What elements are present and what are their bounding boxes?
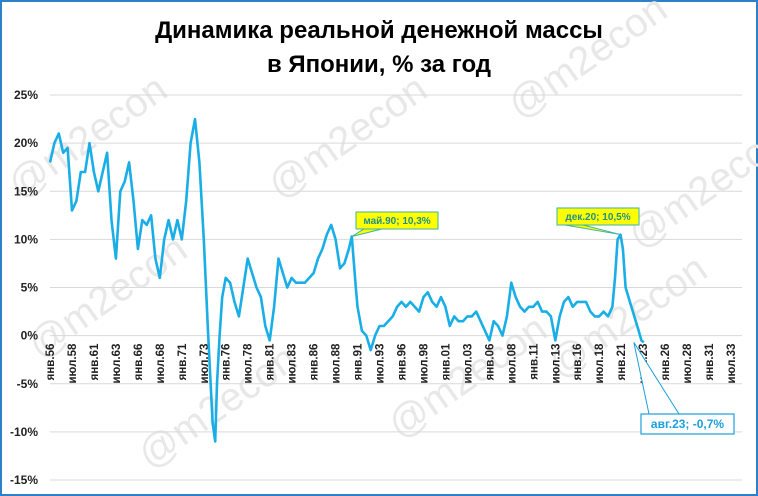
x-tick-label: янв.96 [396,344,408,381]
x-tick-label: янв.16 [572,344,584,381]
x-tick-label: июл.03 [462,344,474,384]
y-tick-label: 15% [14,184,38,198]
x-tick-label: июл.18 [594,343,606,384]
x-tick-label: июл.08 [506,343,518,384]
y-tick-label: -10% [10,425,38,439]
x-tick-label: янв.26 [660,344,672,381]
x-tick-label: янв.61 [89,343,101,380]
annotation-pointer [564,224,621,236]
y-tick-label: 25% [14,88,38,102]
annotation-box [355,211,439,230]
x-tick-label: янв.66 [133,344,145,381]
y-tick-label: 0% [21,329,39,343]
x-tick-label: янв.01 [440,343,452,380]
x-tick-label: июл.93 [375,344,387,384]
annotation-label: дек.20; 10,5% [565,212,630,223]
series-line [48,117,645,443]
x-tick-label: янв.71 [177,343,189,380]
y-tick-label: -15% [10,473,38,487]
annotation-label: май.90; 10,3% [363,216,430,227]
x-tick-label: янв.81 [265,343,277,380]
watermark: @m2econ [500,0,675,127]
x-tick-label: янв.91 [353,343,365,380]
x-tick-label: июл.13 [550,344,562,384]
annotation-label: авг.23; -0,7% [651,417,725,431]
x-tick-label: янв.31 [704,343,716,380]
x-tick-label: июл.88 [331,343,343,384]
y-tick-label: 20% [14,136,38,150]
y-tick-label: 5% [21,281,39,295]
x-tick-label: июл.33 [726,344,738,384]
watermark: @m2econ [620,116,758,257]
x-tick-label: июл.28 [682,343,694,384]
y-tick-label: -5% [17,377,39,391]
x-tick-label: янв.06 [484,344,496,381]
title-line-1: Динамика реальной денежной массы [155,17,603,44]
x-tick-label: июл.98 [418,343,430,384]
x-tick-label: янв.76 [221,344,233,381]
annotation-box [556,207,640,226]
title-line-2: в Японии, % за год [266,51,492,78]
y-tick-label: 10% [14,232,38,246]
x-tick-label: июл.58 [67,343,79,384]
x-tick-label: янв.21 [616,343,628,380]
x-tick-label: янв.56 [45,344,57,381]
x-tick-label: июл.68 [155,343,167,384]
x-tick-label: янв.86 [309,344,321,381]
annotation-pointer [351,228,383,237]
chart-title: Динамика реальной денежной массы в Япони… [0,14,758,82]
watermark: @m2econ [260,66,435,207]
x-tick-label: июл.63 [111,344,123,384]
x-tick-label: июл.73 [199,344,211,384]
x-tick-label: янв.11 [528,343,540,380]
x-tick-label: июл.83 [287,344,299,384]
annotation-box [640,413,735,435]
x-tick-label: июл.78 [243,343,255,384]
